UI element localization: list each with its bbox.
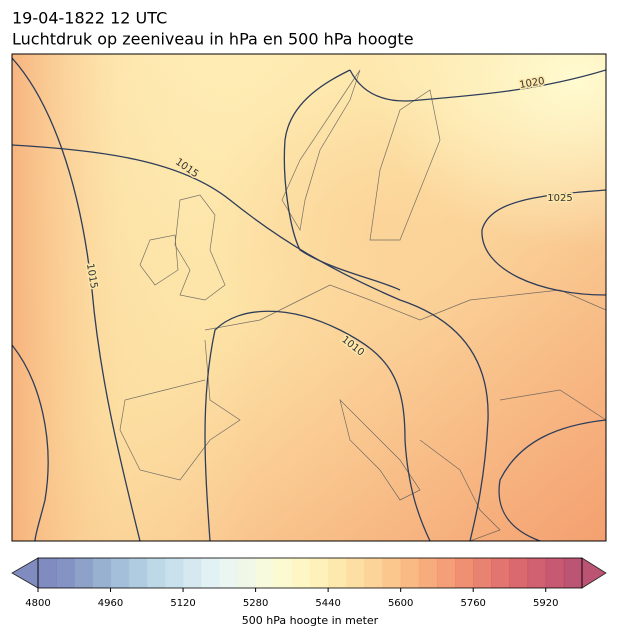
colorbar-swatch (237, 558, 257, 588)
map-frame (11, 53, 607, 542)
colorbar-extend-low (11, 557, 39, 589)
colorbar-swatch (436, 558, 456, 588)
colorbar-label: 500 hPa hoogte in meter (242, 614, 379, 627)
colorbar-swatch (328, 558, 347, 588)
colorbar-tick-label: 5120 (170, 598, 195, 609)
colorbar-tick-label: 4800 (25, 598, 50, 609)
colorbar-swatch (491, 558, 510, 588)
map (12, 54, 606, 541)
title-line: 19-04-1822 12 UTC (12, 9, 167, 28)
colorbar-swatch (545, 558, 565, 588)
coastlines (119, 69, 606, 541)
colorbar-swatch (473, 558, 492, 588)
colorbar-swatch (201, 558, 220, 588)
colorbar-swatch (146, 558, 166, 588)
colorbar-swatch (56, 558, 75, 588)
colorbar-tick-label: 5280 (243, 598, 268, 609)
colorbar-tick-label: 5920 (533, 598, 558, 609)
colorbar-swatch (346, 558, 365, 588)
colorbar-swatch (273, 558, 293, 588)
colorbar-swatch (183, 558, 202, 588)
colorbar-tick-label: 5760 (460, 598, 485, 609)
isobars (12, 57, 606, 541)
colorbar-swatch (382, 558, 402, 588)
colorbar-swatch (310, 558, 329, 588)
colorbar-swatch (38, 558, 57, 588)
colorbar-swatch (219, 558, 238, 588)
colorbar-swatch (455, 558, 474, 588)
colorbar-tick-label: 5440 (315, 598, 340, 609)
colorbar-swatch (74, 558, 93, 588)
colorbar-swatch (400, 558, 420, 588)
colorbar-swatch (92, 558, 112, 588)
colorbar-extend-high (581, 557, 607, 589)
colorbar-swatch (255, 558, 275, 588)
colorbar-swatch (418, 558, 438, 588)
colorbar-swatch (164, 558, 184, 588)
colorbar-swatch (509, 558, 529, 588)
contour-label: 1025 (547, 193, 572, 204)
colorbar-swatch (527, 558, 547, 588)
colorbar-swatch (291, 558, 311, 588)
colorbar-swatch (364, 558, 384, 588)
title-line: Luchtdruk op zeeniveau in hPa en 500 hPa… (12, 30, 414, 49)
colorbar-tick-label: 4960 (98, 598, 123, 609)
colorbar-swatch (563, 558, 583, 588)
colorbar-swatch (128, 558, 148, 588)
colorbar-tick-label: 5600 (388, 598, 413, 609)
colorbar-frame (37, 557, 583, 589)
colorbar-swatch (110, 558, 130, 588)
